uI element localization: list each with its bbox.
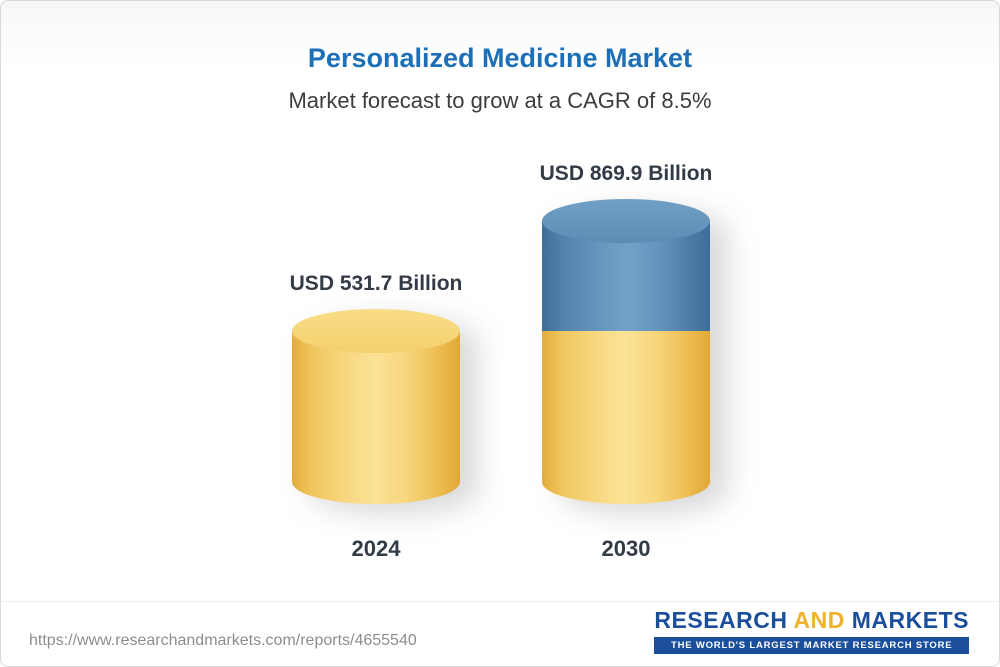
page-title: Personalized Medicine Market xyxy=(307,43,693,73)
cylinder-2024-top xyxy=(292,309,460,353)
cylinder-2030-base-segment xyxy=(542,331,710,504)
logo-word-research: RESEARCH xyxy=(654,607,788,633)
research-and-markets-logo: RESEARCH AND MARKETS THE WORLD'S LARGEST… xyxy=(654,607,969,654)
category-label-2030: 2030 xyxy=(601,536,651,561)
logo-word-and: AND xyxy=(793,607,845,633)
value-label-2030: USD 869.9 Billion xyxy=(539,162,713,185)
footer-divider xyxy=(1,601,999,602)
value-label-2024: USD 531.7 Billion xyxy=(289,272,463,295)
cylinder-2024 xyxy=(292,309,460,504)
category-label-2024: 2024 xyxy=(351,536,401,561)
cylinder-2030-top xyxy=(542,199,710,243)
bar-2030: USD 869.9 Billion 2030 xyxy=(540,1,713,666)
logo-wordmark: RESEARCH AND MARKETS xyxy=(654,607,969,633)
logo-word-markets: MARKETS xyxy=(851,607,969,633)
cylinder-2024-body xyxy=(292,331,460,504)
page-subtitle: Market forecast to grow at a CAGR of 8.5… xyxy=(288,88,712,113)
bar-2024: USD 531.7 Billion 2024 xyxy=(290,1,463,666)
logo-tagline: THE WORLD'S LARGEST MARKET RESEARCH STOR… xyxy=(654,637,969,654)
cylinder-2030 xyxy=(542,199,710,504)
report-url-link[interactable]: https://www.researchandmarkets.com/repor… xyxy=(29,632,417,649)
